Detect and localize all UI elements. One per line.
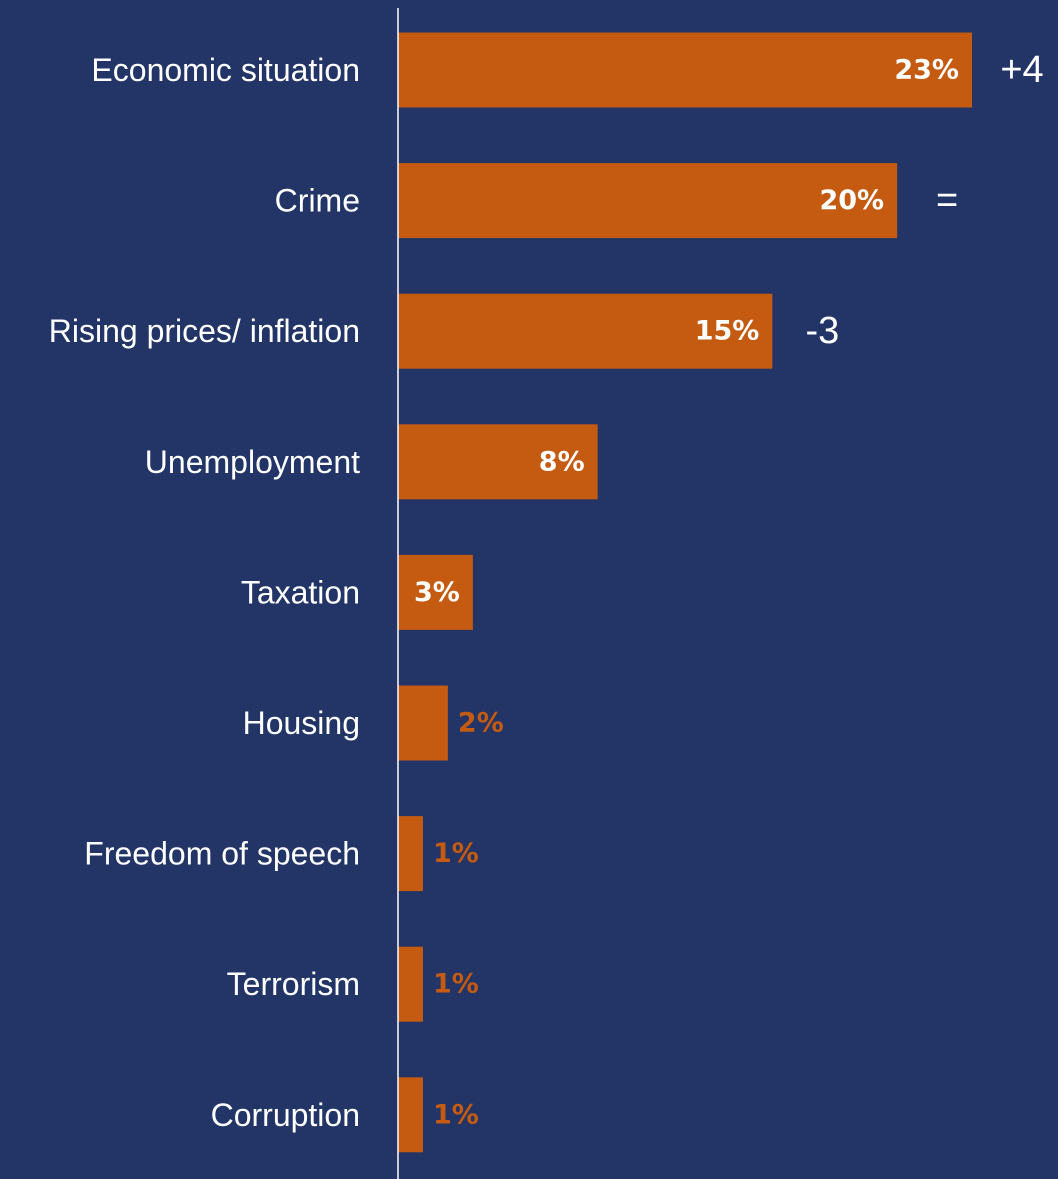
bar (398, 293, 773, 369)
category-label: Corruption (211, 1097, 360, 1133)
category-label: Freedom of speech (84, 836, 360, 872)
change-label: +4 (1000, 49, 1043, 91)
value-label: 15% (695, 316, 760, 347)
category-label: Taxation (241, 574, 360, 610)
bar (398, 946, 423, 1022)
change-label: -3 (805, 310, 839, 352)
bar (398, 424, 598, 500)
value-label: 1% (433, 838, 479, 869)
bar (398, 163, 898, 239)
bar (398, 685, 448, 761)
change-label: = (936, 180, 958, 222)
category-label: Terrorism (227, 966, 360, 1002)
category-label: Rising prices/ inflation (49, 313, 360, 349)
bar (398, 1077, 423, 1153)
value-label: 3% (414, 577, 460, 608)
bars-layer: Economic situation 23% +4 Crime 20% = Rising p… (49, 32, 1044, 1153)
value-label: 8% (539, 446, 585, 477)
value-label: 1% (433, 1099, 479, 1130)
value-label: 20% (819, 185, 884, 216)
bar (398, 32, 972, 108)
value-label: 1% (433, 969, 479, 1000)
bar (398, 554, 473, 630)
value-label: 23% (894, 55, 959, 86)
category-label: Housing (243, 705, 360, 741)
bar (398, 816, 423, 892)
category-label: Economic situation (91, 52, 360, 88)
category-label: Crime (275, 183, 360, 219)
category-label: Unemployment (145, 444, 360, 480)
value-label: 2% (458, 708, 504, 739)
